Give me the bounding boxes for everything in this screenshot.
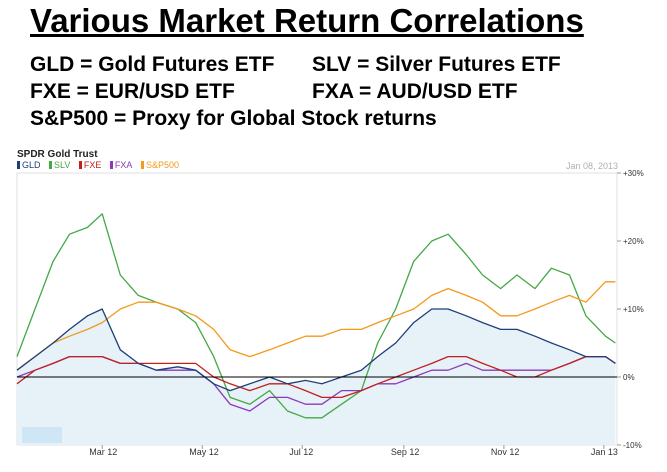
definition-slv: SLV = Silver Futures ETF [312,53,561,76]
y-axis: +30% +20% +10% 0% -10% [617,169,644,450]
chart-legend: GLD SLV FXE FXA S&P500 [17,160,185,170]
legend-item-slv[interactable]: SLV [49,160,70,170]
legend-item-fxe[interactable]: FXE [78,160,102,170]
series-line-gld [16,308,616,392]
definition-sp500: S&P500 = Proxy for Global Stock returns [30,107,437,130]
chart-date: Jan 08, 2013 [566,161,619,171]
x-axis: Mar 12 May 12 Jul 12 Sep 12 Nov 12 Jan 13 [89,445,618,457]
area-layer [17,309,616,445]
x-tick-label: May 12 [189,447,219,457]
definition-gld: GLD = Gold Futures ETF [30,53,275,76]
y-tick-label: +20% [623,237,644,246]
x-tick-label: Mar 12 [89,447,117,457]
series-line-slv [16,213,616,419]
chart-title: SPDR Gold Trust [17,149,98,160]
legend-item-sp500[interactable]: S&P500 [140,160,179,170]
legend-label-sp500: S&P500 [145,160,179,170]
legend-swatch-sp500 [140,161,144,169]
x-tick-label: Jul 12 [289,447,313,457]
y-tick-label: 0% [623,373,635,382]
legend-item-gld[interactable]: GLD [17,160,41,170]
x-tick-label: Nov 12 [491,447,520,457]
y-tick-label: -10% [623,441,642,450]
x-tick-label: Jan 13 [591,447,618,457]
legend-swatch-slv [49,161,53,169]
y-tick-label: +10% [623,305,644,314]
definition-fxe: FXE = EUR/USD ETF [30,80,235,103]
legend-label-fxa: FXA [114,160,133,170]
legend-swatch-fxa [109,161,113,169]
legend-label-fxe: FXE [83,160,102,170]
legend-swatch-gld [17,161,20,169]
series-line-sp500 [16,281,616,371]
legend-item-fxa[interactable]: FXA [109,160,133,170]
legend-label-gld: GLD [22,160,41,170]
gld-area-fill [17,309,616,445]
legend-swatch-fxe [78,161,82,169]
definition-fxa: FXA = AUD/USD ETF [312,80,518,103]
range-selector-handle[interactable] [22,427,62,443]
x-tick-label: Sep 12 [391,447,420,457]
slide-title: Various Market Return Correlations [30,2,584,39]
y-tick-label: +30% [623,169,644,178]
legend-label-slv: SLV [54,160,71,170]
